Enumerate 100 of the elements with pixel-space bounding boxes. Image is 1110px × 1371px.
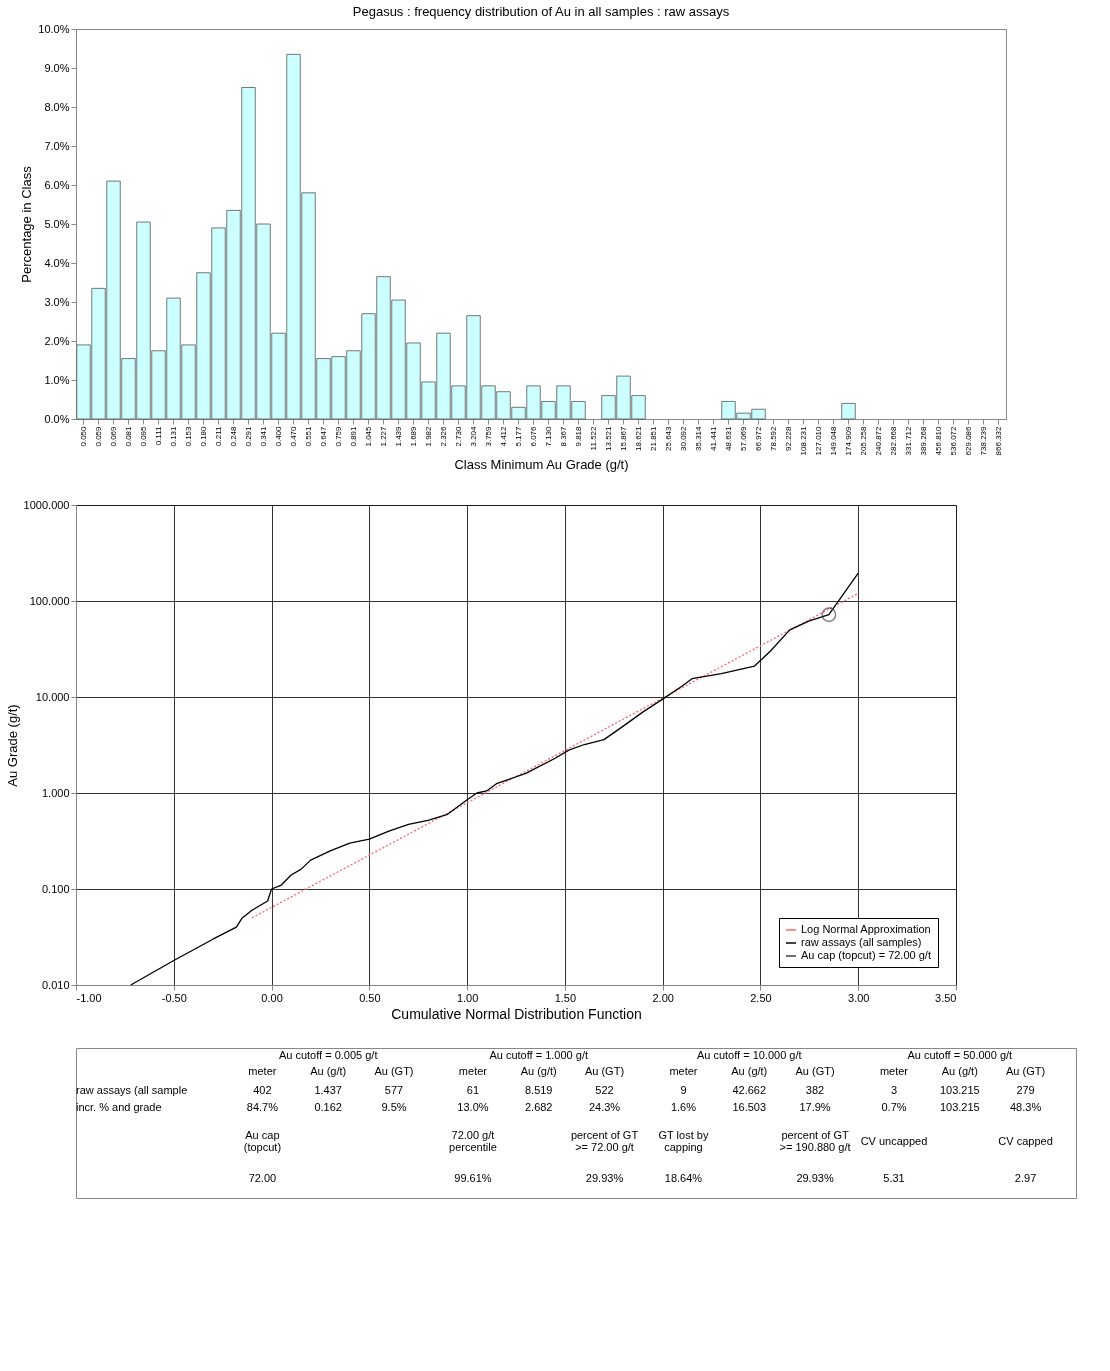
x-tick-label: 0.291 — [243, 425, 253, 447]
x-tick-label: 0.131 — [168, 425, 178, 447]
y-tick-label: 9.0% — [44, 61, 70, 74]
x-tick-label: 0.211 — [213, 425, 223, 446]
text: 18.64% — [664, 1172, 703, 1185]
text: 9 — [680, 1084, 687, 1097]
x-tick-label: 108.231 — [798, 425, 808, 456]
x-tick-label: 15.867 — [618, 425, 628, 451]
x-tick-label: 536.072 — [948, 425, 958, 456]
text: Au cutoff = 10.000 g/t — [696, 1048, 802, 1061]
text: 1.437 — [314, 1084, 342, 1097]
text: 29.93% — [796, 1172, 834, 1185]
x-tick-label: 9.818 — [573, 425, 583, 447]
text: 24.3% — [588, 1101, 621, 1113]
text: 48.3% — [1009, 1101, 1042, 1113]
x-tick-label: 21.851 — [648, 425, 658, 451]
text: 9.5% — [381, 1101, 407, 1113]
x-tick-label: 1.045 — [363, 425, 373, 447]
x-tick-label: 174.909 — [843, 425, 853, 456]
text: Au (GT) — [795, 1065, 835, 1078]
x-tick-label: 18.621 — [633, 425, 643, 451]
y-tick-label: 100.000 — [29, 594, 70, 607]
text: percent of GT >= 190.880 g/t — [779, 1128, 851, 1153]
x-tick-label: 2.326 — [438, 425, 448, 447]
y-tick-label: 8.0% — [44, 100, 70, 113]
x-tick-label: 0.248 — [228, 425, 238, 447]
text: 16.503 — [732, 1101, 767, 1113]
text: raw assays (all sample — [76, 1084, 188, 1097]
x-tick-label: 78.592 — [768, 425, 778, 451]
x-tick-label: 0.095 — [138, 425, 148, 447]
text: Au (GT) — [584, 1065, 625, 1078]
y-tick-label: 10.000 — [35, 690, 70, 703]
y-tick-label: 1.000 — [41, 786, 70, 799]
y-tick-label: 0.010 — [41, 978, 70, 991]
text: 3 — [890, 1084, 898, 1097]
x-tick-label: 0.153 — [183, 425, 193, 447]
text: 5.31 — [883, 1172, 905, 1185]
x-tick-label: 0.341 — [258, 425, 268, 447]
text: Au cutoff = 50.000 g/t — [907, 1048, 1013, 1061]
x-tick-label: 25.643 — [663, 425, 673, 451]
x-tick-label: 5.177 — [513, 425, 523, 447]
x-tick-label: 92.228 — [783, 425, 793, 451]
text: 103.215 — [939, 1101, 980, 1113]
x-tick-label: 11.522 — [588, 425, 598, 451]
x-tick-label: 1.689 — [408, 425, 418, 447]
text: Au (g/t) — [310, 1065, 347, 1078]
y-tick-label: 1000.000 — [23, 498, 70, 511]
x-tick-label: 240.872 — [873, 425, 883, 456]
x-tick-label: 0.180 — [198, 425, 208, 447]
x-tick-label: 48.631 — [723, 425, 733, 451]
text: Au (g/t) — [520, 1065, 557, 1078]
text: 1.6% — [670, 1101, 697, 1113]
x-tick-label: 3.204 — [468, 425, 478, 447]
text: 522 — [595, 1084, 614, 1097]
x-tick-label: 0.551 — [303, 425, 313, 447]
x-tick-label: -1.00 — [76, 991, 102, 1004]
text: 99.61% — [454, 1172, 492, 1185]
text: 577 — [384, 1084, 404, 1097]
x-tick-label: 57.069 — [738, 425, 748, 451]
x-tick-label: 4.412 — [498, 425, 508, 447]
text: Au (GT) — [374, 1065, 414, 1078]
legend-label: Log Normal Approximation — [801, 923, 931, 935]
text: 8.519 — [524, 1084, 553, 1097]
text: CV capped — [998, 1134, 1053, 1147]
x-tick-label: 866.332 — [993, 425, 1003, 456]
text: CV uncapped — [860, 1134, 928, 1147]
y-tick-label: 5.0% — [44, 217, 70, 230]
text: 2.97 — [1014, 1172, 1037, 1185]
x-tick-label: 0.050 — [78, 425, 88, 447]
x-tick-label: 0.647 — [318, 425, 328, 447]
x-tick-label: 0.400 — [273, 425, 283, 447]
x-tick-label: 456.810 — [933, 425, 943, 456]
x-tick-label: 0.081 — [123, 425, 133, 447]
y-tick-label: 7.0% — [44, 139, 70, 152]
x-axis-title: Class Minimum Au Grade (g/t) — [454, 457, 629, 473]
y-tick-label: 2.0% — [44, 334, 70, 347]
text: 72.00 g/t percentile — [449, 1128, 497, 1153]
text: 84.7% — [246, 1101, 279, 1113]
x-tick-label: 35.314 — [693, 425, 703, 451]
text: Au cutoff = 0.005 g/t — [278, 1048, 378, 1061]
y-tick-label: 1.0% — [44, 373, 70, 386]
x-tick-label: 8.367 — [558, 425, 568, 447]
text: percent of GT >= 72.00 g/t — [570, 1128, 639, 1153]
x-tick-label: 149.048 — [828, 425, 838, 456]
text: Au cap (topcut) — [243, 1128, 282, 1153]
x-tick-label: 0.059 — [93, 425, 103, 447]
x-tick-label: 2.00 — [652, 991, 674, 1004]
y-axis-title: Au Grade (g/t) — [4, 704, 20, 787]
x-tick-label: 3.50 — [935, 991, 957, 1004]
bar — [841, 403, 856, 420]
x-tick-label: 0.069 — [108, 425, 118, 447]
x-tick-label: 1.00 — [456, 991, 479, 1004]
y-tick-label: 4.0% — [44, 256, 70, 269]
x-tick-label: 13.521 — [603, 425, 613, 451]
text: meter — [669, 1065, 698, 1078]
text: 13.0% — [457, 1101, 489, 1113]
text: incr. % and grade — [76, 1101, 162, 1113]
y-tick-label: 0.0% — [44, 412, 70, 425]
text: 72.00 — [248, 1172, 277, 1185]
x-tick-label: 3.00 — [848, 991, 870, 1004]
